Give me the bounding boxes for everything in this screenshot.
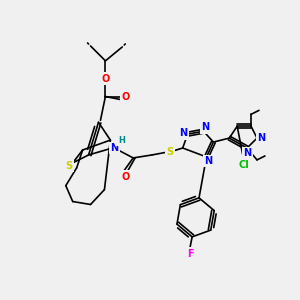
Text: N: N xyxy=(204,156,212,166)
Text: H: H xyxy=(118,136,125,145)
Text: N: N xyxy=(110,143,118,153)
Text: O: O xyxy=(121,92,129,103)
Text: N: N xyxy=(243,148,251,158)
Text: F: F xyxy=(187,249,194,259)
Text: O: O xyxy=(101,74,110,84)
Text: S: S xyxy=(166,147,173,157)
Text: Cl: Cl xyxy=(239,160,250,170)
Text: O: O xyxy=(121,172,129,182)
Text: S: S xyxy=(65,161,72,171)
Text: N: N xyxy=(180,128,188,138)
Text: N: N xyxy=(257,133,265,143)
Text: N: N xyxy=(201,122,209,132)
